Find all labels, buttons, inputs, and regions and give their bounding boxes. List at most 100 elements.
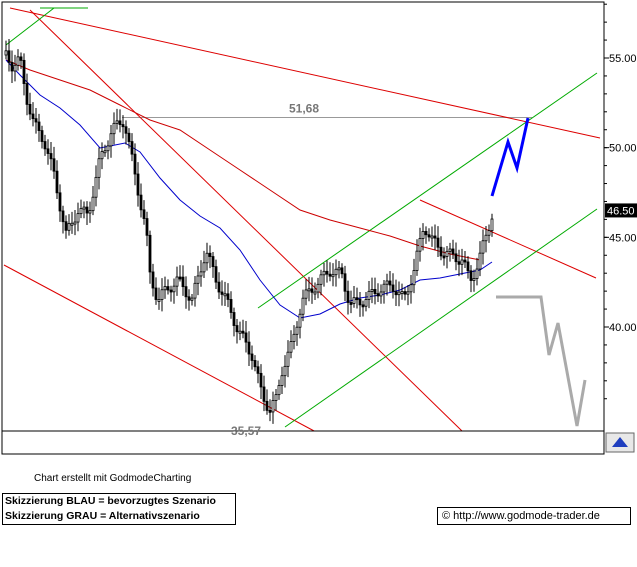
annotation-51-68: 51,68 (289, 102, 319, 116)
price-candle (124, 120, 128, 145)
price-candle (223, 281, 227, 306)
price-candle (301, 289, 305, 322)
price-candle (403, 286, 407, 301)
price-candle (139, 183, 143, 218)
price-candle (157, 287, 161, 310)
price-candle (286, 340, 290, 378)
y-tick-label: 55.00 (609, 53, 637, 65)
last-price-box (605, 203, 637, 218)
price-candle (256, 360, 260, 384)
price-candle (133, 143, 137, 186)
price-candle (148, 230, 152, 284)
trendline-steep (29, 9, 463, 432)
price-candle (184, 276, 188, 309)
price-candle (316, 277, 320, 299)
price-candle (259, 364, 263, 399)
channel-upper (257, 72, 598, 309)
price-candle (484, 225, 488, 253)
price-candle (190, 293, 194, 306)
price-candle (163, 276, 167, 299)
scenario-legend: Skizzierung BLAU = bevorzugtes Szenario … (2, 493, 236, 525)
last-price-label: 46.50 (607, 205, 635, 217)
price-candle (214, 259, 218, 290)
price-candle (43, 134, 47, 156)
price-candle (151, 263, 155, 297)
price-candle (22, 53, 26, 96)
price-candle (253, 355, 257, 372)
price-candle (19, 52, 23, 69)
annotation-35-57: 35,57 (231, 424, 261, 438)
arrow-icon (612, 437, 628, 447)
price-candle (64, 215, 68, 239)
price-candle (73, 210, 77, 236)
price-candle (112, 112, 116, 145)
price-candle (331, 263, 335, 287)
price-candle (238, 321, 242, 341)
price-candle (442, 247, 446, 266)
price-candle (28, 92, 32, 121)
price-candle (34, 107, 38, 134)
price-candle (418, 227, 422, 262)
price-candle (424, 226, 428, 244)
price-candle (298, 308, 302, 339)
price-candle (478, 241, 482, 277)
price-candle (16, 49, 20, 71)
price-candle (376, 283, 380, 302)
price-candle (106, 140, 110, 160)
price-candle (220, 280, 224, 306)
price-candle (67, 214, 71, 236)
price-candle (25, 73, 29, 116)
price-candle (52, 146, 56, 179)
price-candle (130, 133, 134, 162)
y-tick-label: 45.00 (609, 232, 637, 244)
price-candle (58, 184, 62, 222)
price-candle (88, 201, 92, 223)
price-candle (61, 205, 65, 234)
price-candle (4, 40, 8, 60)
price-candle (193, 275, 197, 307)
price-candle (127, 128, 131, 149)
price-candle (199, 260, 203, 287)
price-candle (421, 223, 425, 251)
price-candle (55, 160, 59, 199)
source-link[interactable]: © http://www.godmode-trader.de (437, 507, 631, 525)
price-candle (349, 290, 353, 314)
price-candle (412, 258, 416, 294)
price-candle (268, 399, 272, 422)
price-candle (400, 283, 404, 300)
price-candle (103, 144, 107, 157)
price-candle (343, 265, 347, 302)
price-candle (136, 162, 140, 207)
price-candle (460, 248, 464, 276)
price-candle (121, 115, 125, 139)
price-candle (178, 265, 182, 282)
legend-grey: Skizzierung GRAU = Alternativszenario (5, 510, 200, 522)
price-candle (85, 201, 89, 226)
price-candle (265, 389, 269, 415)
price-candle (457, 249, 461, 277)
price-candle (385, 273, 389, 296)
price-candle (454, 242, 458, 271)
price-candle (319, 269, 323, 296)
price-candle (367, 281, 371, 309)
price-candle (229, 291, 233, 319)
price-candle (382, 280, 386, 304)
price-candle (340, 263, 344, 279)
price-candle (76, 202, 80, 232)
price-candle (346, 280, 350, 315)
price-candle (439, 236, 443, 261)
price-candle (463, 251, 467, 268)
price-candle (10, 50, 14, 83)
price-candle (94, 165, 98, 207)
price-candle (172, 278, 176, 304)
price-candle (262, 375, 266, 412)
price-candle (247, 331, 251, 366)
price-candle (175, 266, 179, 296)
price-candle (205, 242, 209, 271)
price-candle (427, 228, 431, 242)
price-candle (202, 250, 206, 278)
price-candle (490, 213, 494, 237)
price-candle (277, 379, 281, 400)
price-candle (46, 139, 50, 165)
price-candle (451, 239, 455, 260)
